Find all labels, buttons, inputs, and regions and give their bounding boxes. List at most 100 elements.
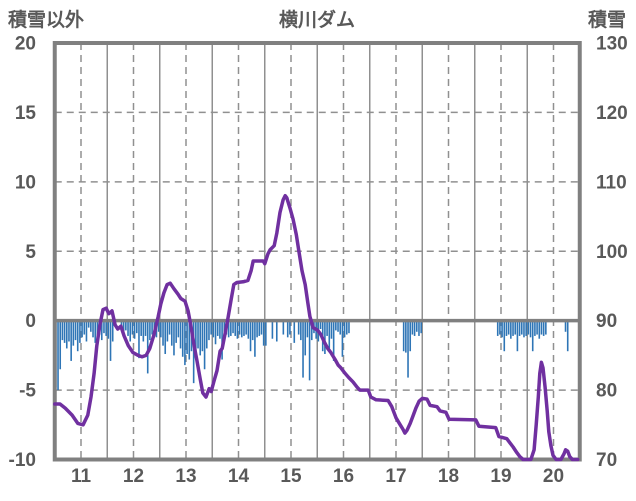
hourly-bar: [402, 320, 405, 352]
right-axis-tick-label: 80: [596, 381, 617, 402]
hourly-bar: [160, 320, 162, 338]
hourly-bar: [566, 320, 569, 352]
hourly-bar: [534, 320, 536, 336]
bar-series-layer: [55, 320, 569, 391]
hourly-bar: [413, 320, 416, 336]
hourly-bar: [173, 320, 175, 356]
hourly-bar: [505, 320, 508, 336]
hourly-bar: [529, 320, 532, 338]
hourly-bar: [297, 320, 300, 335]
hourly-bar: [212, 320, 215, 338]
hourly-bar: [79, 320, 81, 343]
right-axis-tick-label: 120: [596, 103, 628, 124]
hourly-bar: [87, 320, 90, 328]
hourly-bar: [214, 320, 217, 345]
hourly-bar: [208, 320, 210, 341]
x-axis-tick-label: 18: [438, 466, 459, 487]
left-axis-tick-label: 15: [15, 103, 37, 124]
hourly-bar: [510, 320, 512, 339]
hourly-bar: [310, 320, 313, 341]
hourly-bar: [542, 320, 545, 336]
hourly-bar: [335, 320, 337, 331]
hourly-bar: [175, 320, 177, 343]
hourly-bar: [177, 320, 180, 338]
right-axis-tick-label: 110: [596, 172, 627, 193]
hourly-bar: [181, 320, 184, 357]
hourly-bar: [282, 320, 285, 335]
hourly-bar: [407, 320, 409, 378]
hourly-bar: [232, 320, 234, 334]
hourly-bar: [308, 320, 311, 381]
hourly-bar: [304, 320, 307, 356]
hourly-bar: [409, 320, 412, 352]
right-axis-tick-label: 100: [596, 242, 628, 263]
x-axis-tick-label: 12: [123, 466, 144, 487]
hourly-bar: [234, 320, 237, 336]
hourly-bar: [76, 320, 79, 352]
hourly-bar: [249, 320, 252, 352]
hourly-bar: [157, 320, 160, 332]
x-axis-tick-label: 15: [280, 466, 302, 487]
hourly-bar: [420, 320, 422, 334]
hourly-bar: [122, 320, 125, 334]
x-axis-tick-label: 17: [385, 466, 406, 487]
hourly-bar: [57, 320, 59, 391]
hourly-bar: [65, 320, 68, 349]
hourly-bar: [496, 320, 499, 336]
hourly-bar: [341, 320, 344, 357]
x-axis-tick-label: 19: [490, 466, 511, 487]
right-axis-tick-label: 130: [596, 34, 628, 55]
hourly-bar: [92, 320, 94, 338]
hourly-bar: [300, 320, 302, 341]
hourly-bar: [260, 320, 263, 335]
hourly-bar: [70, 320, 72, 361]
hourly-bar: [527, 320, 530, 335]
hourly-bar: [144, 320, 147, 336]
hourly-bar: [523, 320, 525, 338]
x-axis-tick-label: 16: [333, 466, 354, 487]
hourly-bar: [343, 320, 346, 338]
hourly-bar: [109, 320, 112, 361]
hourly-bar: [74, 320, 77, 341]
x-axis-tick-label: 20: [543, 466, 564, 487]
hourly-bar: [240, 320, 243, 338]
hourly-bar: [306, 320, 309, 338]
hourly-bar: [262, 320, 265, 346]
hourly-bar: [254, 320, 256, 357]
plot-border: [52, 41, 582, 462]
hourly-bar: [131, 320, 134, 335]
hourly-bar: [83, 320, 86, 335]
hourly-bar: [236, 320, 239, 339]
line-series-layer: [53, 193, 580, 462]
hourly-bar: [326, 320, 328, 336]
hourly-bar: [227, 320, 230, 338]
hourly-bar: [518, 320, 521, 336]
hourly-bar: [330, 320, 333, 339]
hourly-bar: [111, 320, 114, 342]
hourly-bar: [197, 320, 199, 349]
hourly-bar: [179, 320, 182, 349]
hourly-bar: [302, 320, 304, 378]
left-axis-tick-label: -5: [19, 381, 36, 402]
hourly-bar: [258, 320, 261, 336]
hourly-bar: [105, 320, 107, 336]
hourly-bar: [538, 320, 541, 339]
hourly-bar: [319, 320, 322, 329]
hourly-bar: [415, 320, 418, 332]
hourly-bar: [265, 320, 267, 346]
hourly-bar: [531, 320, 534, 352]
hourly-bar: [564, 320, 567, 332]
hourly-bar: [525, 320, 527, 336]
hourly-bar: [289, 320, 291, 335]
hourly-bar: [140, 320, 142, 336]
tick-labels-layer: 20 15 10 5 0 -5 -10 130 120 110 100 90 80 70 11 12 13 14 1…: [9, 34, 628, 488]
hourly-bar: [186, 320, 188, 354]
hourly-bar: [72, 320, 75, 346]
hourly-bar: [230, 320, 232, 336]
hourly-bar: [245, 320, 247, 335]
hourly-bar: [138, 320, 140, 359]
hourly-bar: [149, 320, 151, 341]
hourly-bar: [142, 320, 145, 342]
hourly-bar: [540, 320, 543, 335]
hourly-bar: [405, 320, 407, 353]
